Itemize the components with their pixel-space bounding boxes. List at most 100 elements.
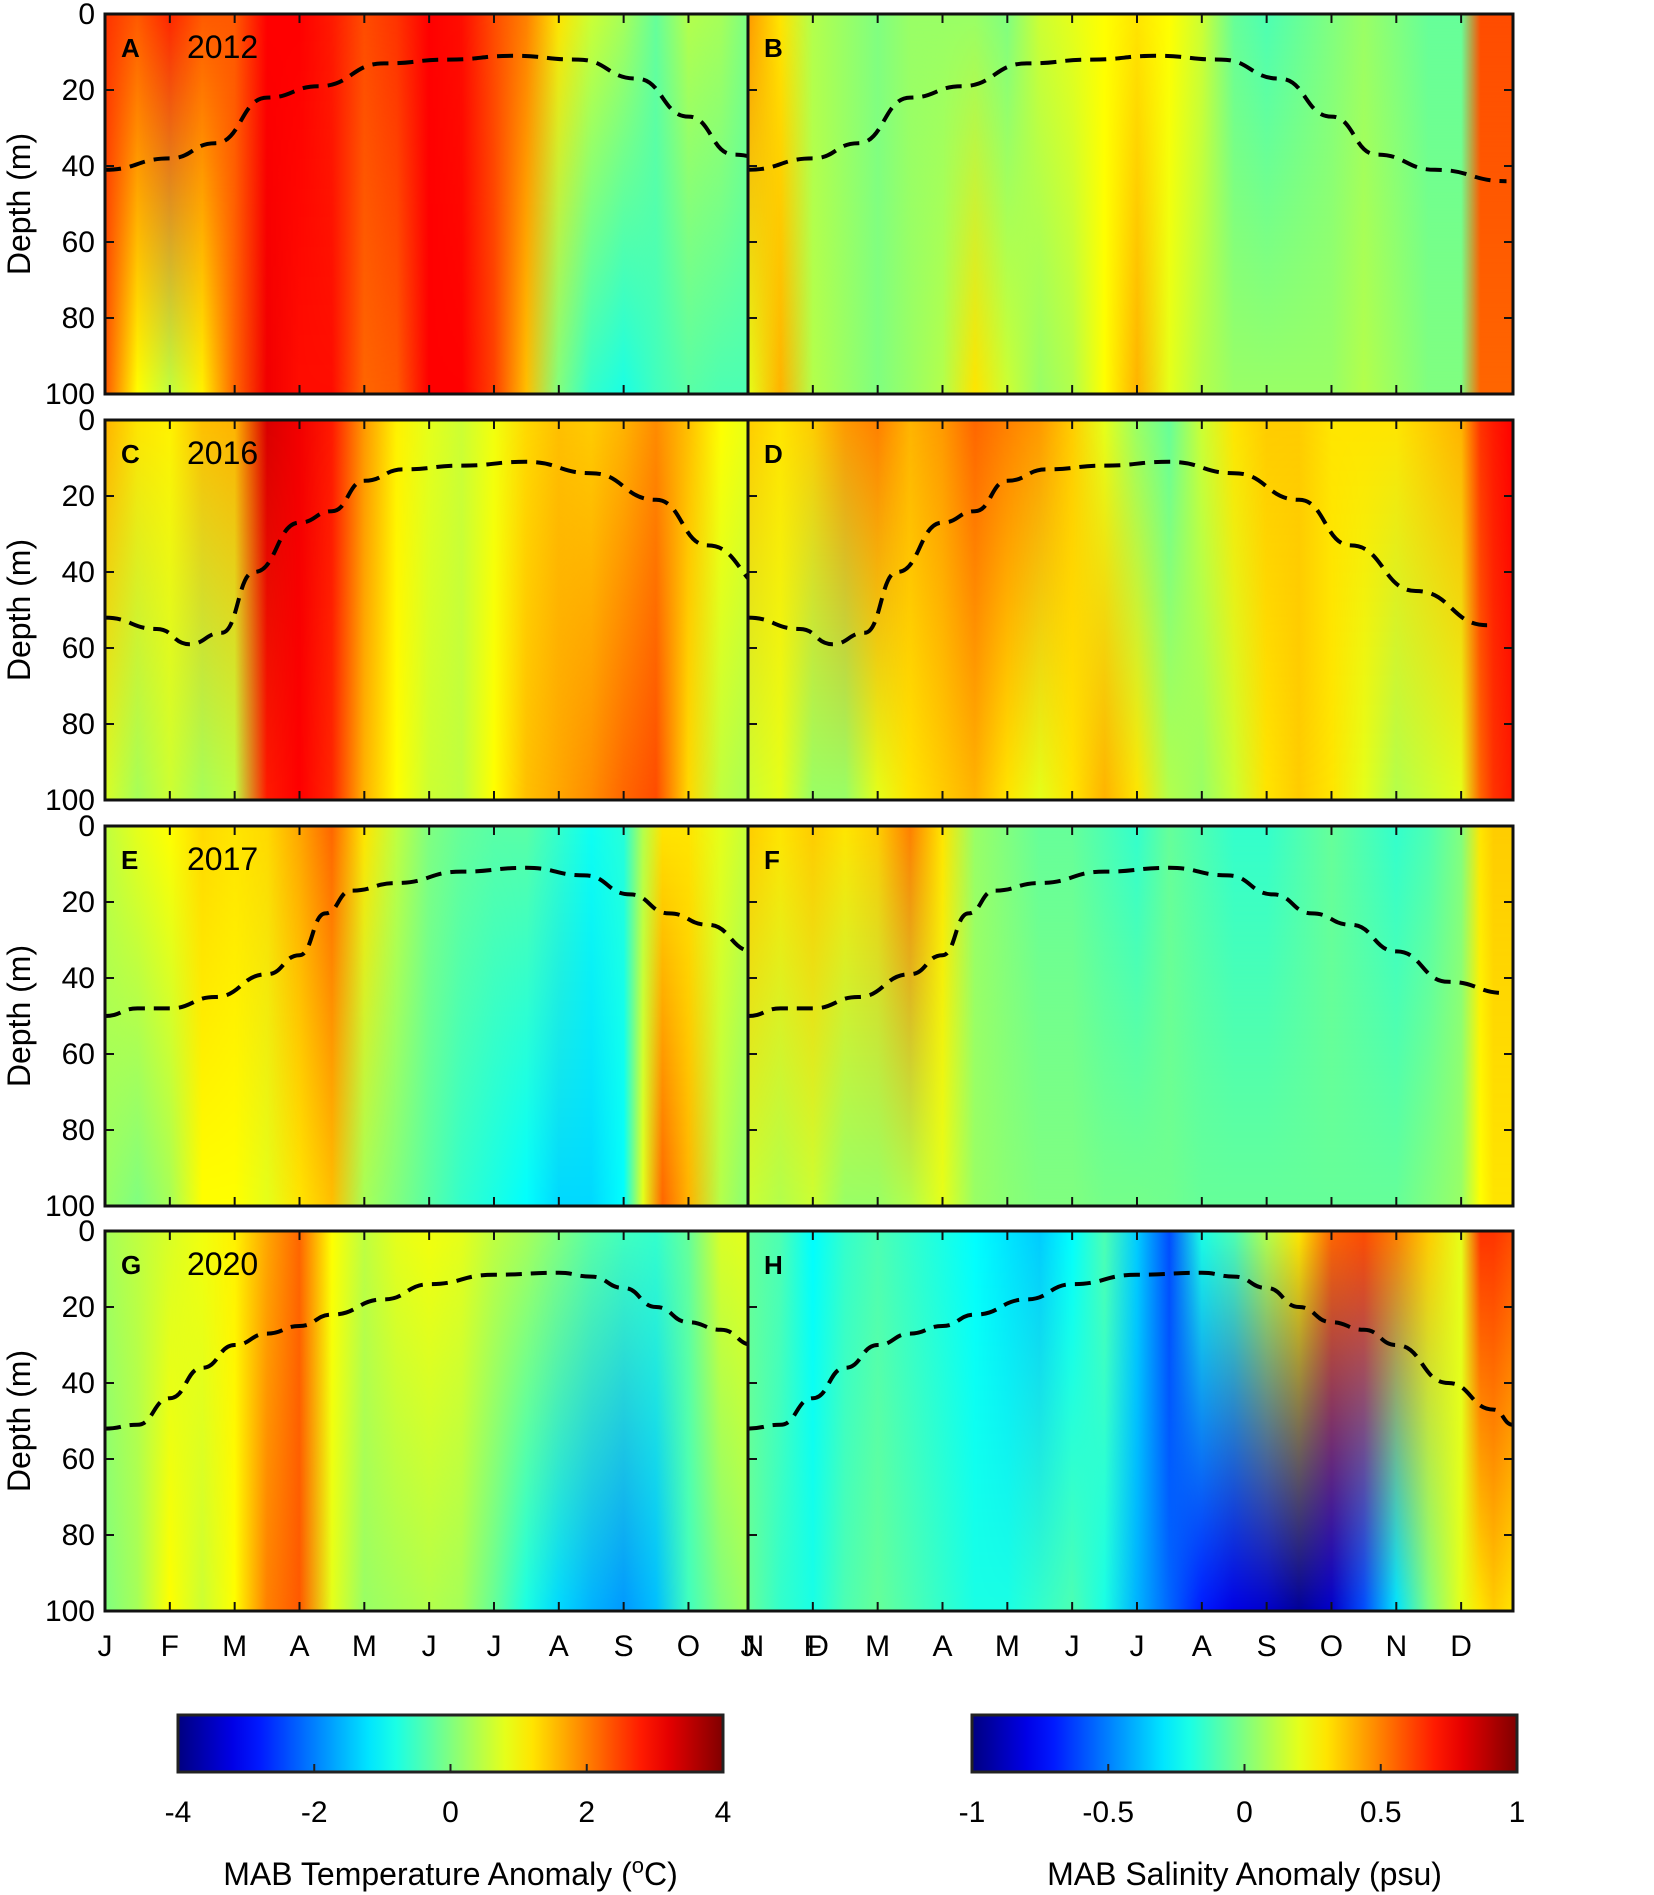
panel-frame: [746, 12, 1515, 396]
month-label: A: [1192, 1630, 1212, 1663]
panel-H: H J F M A M J J A S O N D: [741, 1229, 1515, 1663]
colorbar-tick-label: -0.5: [1082, 1796, 1134, 1829]
depth-tick-label: 0: [78, 404, 95, 437]
heatmap-surface-layer: [748, 1231, 1513, 1611]
month-label: J: [486, 1630, 501, 1663]
panel-year: 2012: [187, 29, 258, 65]
colorbar-temperature: -4 -2 0 2 4 MAB Temperature Anomaly (oC): [165, 1713, 732, 1893]
colorbar-tick-label: 0: [1236, 1796, 1253, 1829]
month-label: O: [1320, 1630, 1343, 1663]
month-label: O: [677, 1630, 700, 1663]
colorbar-salinity: -1 -0.5 0 0.5 1 MAB Salinity Anomaly (psu): [959, 1713, 1526, 1892]
depth-tick-label: 40: [62, 1367, 95, 1400]
depth-axis-title: Depth (m): [1, 539, 37, 681]
depth-tick-label: 20: [62, 480, 95, 513]
heatmap-surface-layer: [105, 420, 870, 800]
depth-axis-title: Depth (m): [1, 945, 37, 1087]
month-label: F: [804, 1630, 822, 1663]
month-label: S: [1257, 1630, 1277, 1663]
panel-year: 2020: [187, 1246, 258, 1282]
panels-layer: 0 20 40 60 80 100 Depth (m) A 2012 B 0 20 40 60 80 100 D…: [1, 0, 1515, 1663]
month-label: J: [422, 1630, 437, 1663]
colorbar-gradient: [176, 1713, 725, 1774]
depth-tick-label: 20: [62, 1291, 95, 1324]
depth-tick-label: 0: [78, 1215, 95, 1248]
panel-frame: [746, 418, 1515, 802]
heatmap-surface-layer: [748, 420, 1513, 800]
month-label: M: [865, 1630, 890, 1663]
depth-tick-label: 60: [62, 632, 95, 665]
month-label: D: [1450, 1630, 1472, 1663]
panel-letter: F: [764, 845, 780, 875]
month-label: A: [549, 1630, 569, 1663]
depth-tick-label: 80: [62, 708, 95, 741]
panel-letter: H: [764, 1250, 783, 1280]
depth-tick-label: 40: [62, 962, 95, 995]
depth-tick-label: 80: [62, 302, 95, 335]
depth-tick-label: 40: [62, 150, 95, 183]
panel-D: D: [746, 418, 1515, 802]
mixed-layer-depth-line: [747, 865, 1507, 1018]
mixed-layer-depth-line: [104, 53, 864, 184]
depth-tick-label: 100: [45, 378, 95, 411]
month-label: J: [741, 1630, 756, 1663]
colorbar-title: MAB Salinity Anomaly (psu): [1047, 1856, 1442, 1892]
colorbar-tick-label: -1: [959, 1796, 986, 1829]
panel-letter: B: [764, 33, 783, 63]
depth-axis-title: Depth (m): [1, 133, 37, 275]
colorbar-tick-label: 0.5: [1360, 1796, 1402, 1829]
colorbar-tick-label: 1: [1509, 1796, 1526, 1829]
depth-tick-label: 40: [62, 556, 95, 589]
depth-axis-title: Depth (m): [1, 1350, 37, 1492]
month-label: D: [807, 1630, 829, 1663]
colorbar-layer: -4 -2 0 2 4 MAB Temperature Anomaly (oC) -1 -0.…: [165, 1713, 1526, 1893]
panel-F: F: [746, 824, 1515, 1208]
heatmap-surface-layer: [105, 14, 870, 394]
depth-tick-label: 80: [62, 1114, 95, 1147]
month-label: J: [98, 1630, 113, 1663]
colorbar-tick-label: 0: [442, 1796, 459, 1829]
panel-frame: [746, 824, 1515, 1208]
mixed-layer-depth-line: [747, 1270, 1514, 1431]
mixed-layer-depth-line: [104, 865, 864, 1018]
month-label: J: [1065, 1630, 1080, 1663]
depth-tick-label: 0: [78, 0, 95, 31]
colorbar-tick-label: -4: [165, 1796, 192, 1829]
depth-tick-label: 60: [62, 1443, 95, 1476]
month-label: S: [614, 1630, 634, 1663]
month-label: M: [995, 1630, 1020, 1663]
month-label: N: [742, 1630, 764, 1663]
month-label: M: [352, 1630, 377, 1663]
depth-tick-label: 100: [45, 1190, 95, 1223]
depth-tick-label: 100: [45, 784, 95, 817]
colorbar-tick-label: -2: [301, 1796, 328, 1829]
month-label: N: [1385, 1630, 1407, 1663]
depth-tick-label: 0: [78, 810, 95, 843]
month-label: M: [222, 1630, 247, 1663]
depth-tick-label: 60: [62, 1038, 95, 1071]
heatmap-surface-layer: [105, 1231, 870, 1611]
panel-letter: A: [121, 33, 140, 63]
heatmap-surface-layer: [748, 826, 1513, 1206]
depth-tick-label: 60: [62, 226, 95, 259]
depth-tick-label: 80: [62, 1519, 95, 1552]
panel-letter: C: [121, 439, 140, 469]
panel-A: 0 20 40 60 80 100 Depth (m) A 2012: [1, 0, 872, 411]
panel-G: 0 20 40 60 80 100 Depth (m) G 2020 J F M A M J J A S O N D: [1, 1215, 872, 1663]
depth-tick-label: 20: [62, 886, 95, 919]
panel-E: 0 20 40 60 80 100 Depth (m) E 2017: [1, 810, 872, 1223]
month-label: J: [1129, 1630, 1144, 1663]
colorbar-gradient: [970, 1713, 1519, 1774]
panel-C: 0 20 40 60 80 100 Depth (m) C 2016: [1, 404, 872, 817]
month-label: A: [289, 1630, 309, 1663]
colorbar-title: MAB Temperature Anomaly (oC): [223, 1853, 677, 1893]
colorbar-tick-label: 2: [578, 1796, 595, 1829]
panel-letter: E: [121, 845, 138, 875]
colorbar-tick-label: 4: [715, 1796, 732, 1829]
panel-year: 2017: [187, 841, 258, 877]
panel-frame: [746, 1229, 1515, 1613]
mixed-layer-depth-line: [747, 53, 1507, 184]
panel-B: B: [746, 12, 1515, 396]
heatmap-surface-layer: [748, 14, 1513, 394]
